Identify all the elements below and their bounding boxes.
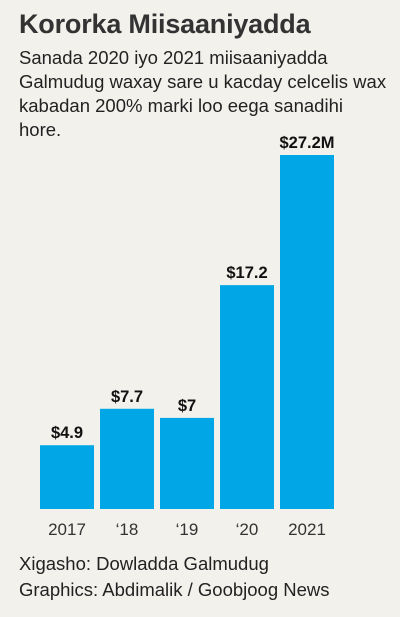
data-label-4: $27.2M — [279, 134, 334, 152]
bar-4 — [280, 155, 334, 509]
bar-0 — [40, 445, 94, 509]
data-label-2: $7 — [178, 397, 196, 415]
bar-2 — [160, 417, 214, 509]
data-label-3: $17.2 — [226, 264, 267, 282]
footer: Xigasho: Dowladda Galmudug Graphics: Abd… — [19, 551, 330, 603]
source-note: Xigasho: Dowladda Galmudug — [19, 553, 269, 574]
bar-3 — [220, 285, 274, 509]
data-label-0: $4.9 — [51, 424, 83, 442]
chart-subtitle: Sanada 2020 iyo 2021 miisaaniyadda Galmu… — [19, 47, 387, 140]
x-tick-label-4: 2021 — [288, 520, 326, 539]
credit-note: Graphics: Abdimalik / Goobjoog News — [19, 579, 330, 600]
bar-1 — [100, 408, 154, 509]
x-tick-label-1: ‘18 — [116, 520, 139, 539]
data-label-1: $7.7 — [111, 388, 143, 406]
chart-title: Kororka Miisaaniyadda — [19, 9, 311, 39]
x-tick-label-0: 2017 — [48, 520, 86, 539]
x-tick-label-2: ‘19 — [176, 520, 199, 539]
x-tick-label-3: ‘20 — [236, 520, 259, 539]
